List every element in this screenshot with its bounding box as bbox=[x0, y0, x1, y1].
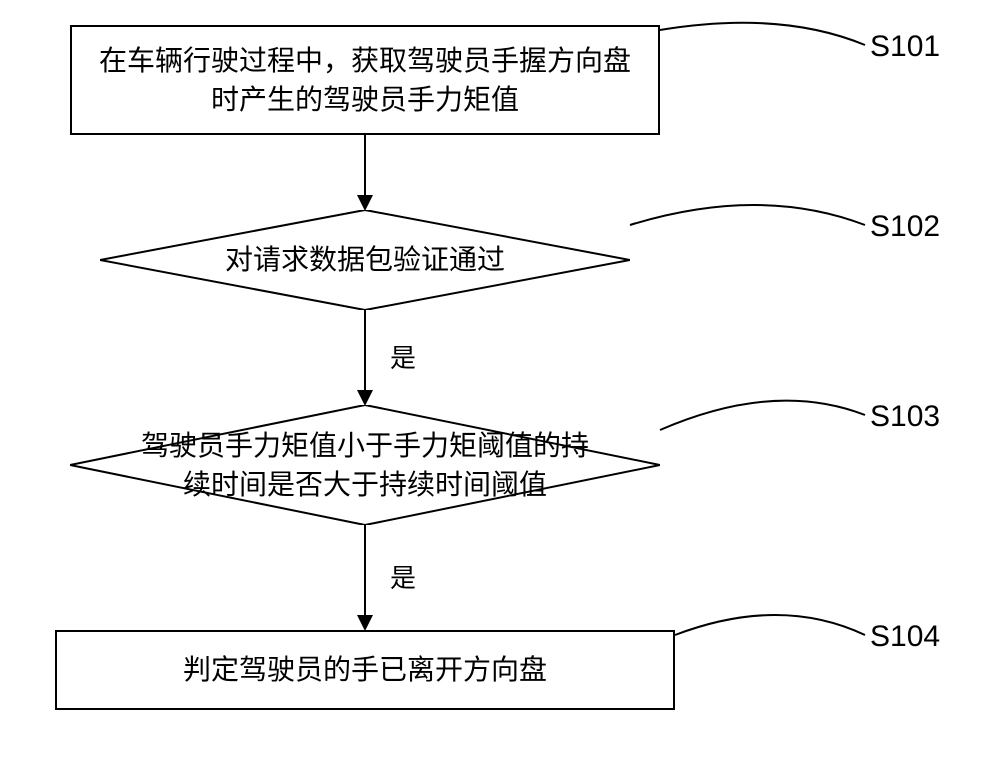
connector-1 bbox=[0, 0, 1000, 780]
step-2-text: 对请求数据包验证通过 bbox=[185, 240, 545, 279]
step-3-text: 驾驶员手力矩值小于手力矩阈值的持续时间是否大于持续时间阈值 bbox=[101, 426, 629, 504]
flowchart-canvas: 在车辆行驶过程中，获取驾驶员手握方向盘时产生的驾驶员手力矩值 对请求数据包验证通… bbox=[0, 0, 1000, 780]
